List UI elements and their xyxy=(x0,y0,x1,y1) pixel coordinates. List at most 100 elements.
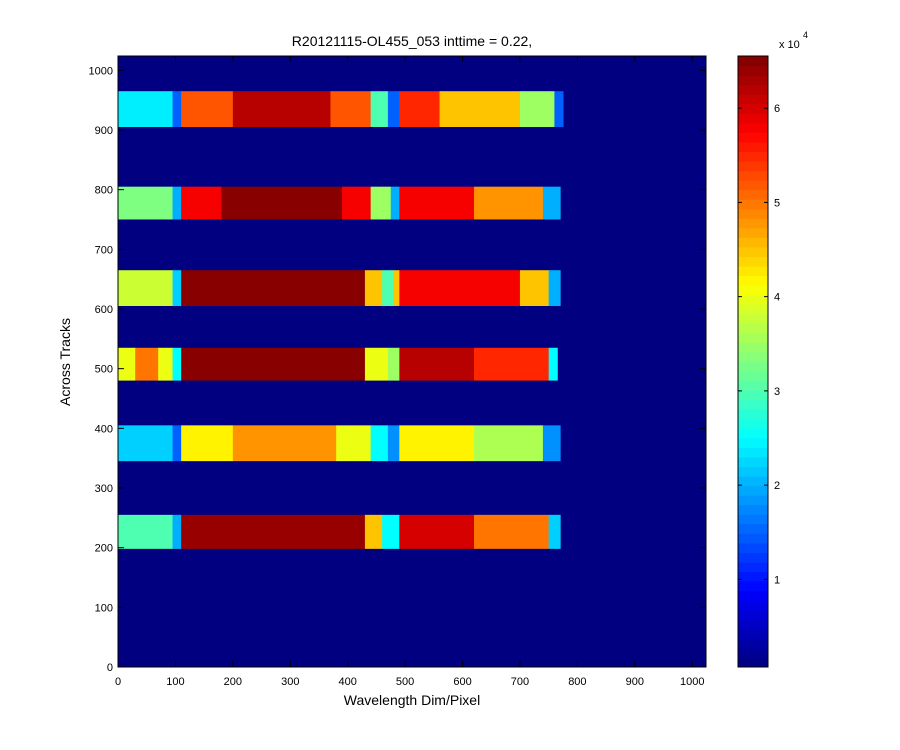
heatmap-cell xyxy=(542,425,561,462)
x-tick-label: 100 xyxy=(166,676,184,688)
heatmap-cell xyxy=(118,91,174,128)
colorbar-swatch xyxy=(738,65,768,76)
colorbar-swatch xyxy=(738,590,768,601)
x-tick-label: 0 xyxy=(115,676,121,688)
colorbar-swatch xyxy=(738,227,768,238)
heatmap-cell xyxy=(181,347,366,381)
heatmap-cell xyxy=(181,425,234,462)
y-tick-label: 0 xyxy=(107,662,113,674)
colorbar-swatch xyxy=(738,647,768,658)
colorbar-swatch xyxy=(738,600,768,611)
heatmap-cell xyxy=(474,186,544,220)
heatmap-cell xyxy=(370,91,389,128)
heatmap-cell xyxy=(364,514,383,549)
heatmap-cell xyxy=(554,91,564,128)
axes-frame xyxy=(117,55,707,668)
colorbar-swatch xyxy=(738,523,768,534)
heatmap-cell xyxy=(118,270,174,307)
colorbar-tick-label: 2 xyxy=(774,480,780,492)
x-tick-label: 400 xyxy=(339,676,357,688)
heatmap-cell xyxy=(382,270,395,307)
colorbar-swatch xyxy=(738,304,768,315)
heatmap-cell xyxy=(181,514,366,549)
colorbar-swatch xyxy=(738,533,768,544)
heatmap-cell xyxy=(172,514,182,549)
colorbar-swatch xyxy=(738,476,768,487)
colorbar-swatch xyxy=(738,485,768,496)
heatmap-cell xyxy=(548,270,561,307)
heatmap-cell xyxy=(336,425,372,462)
colorbar-swatch xyxy=(738,342,768,353)
heatmap-cell xyxy=(474,514,550,549)
y-tick-label: 300 xyxy=(95,483,113,495)
colorbar-swatch xyxy=(738,180,768,191)
colorbar-swatch xyxy=(738,609,768,620)
colorbar-swatch xyxy=(738,628,768,639)
heatmap-cell xyxy=(393,270,400,307)
colorbar-swatch xyxy=(738,75,768,86)
heatmap-cell xyxy=(387,347,400,381)
heatmap-cell xyxy=(542,186,561,220)
colorbar-swatch xyxy=(738,504,768,515)
colorbar-swatch xyxy=(738,466,768,477)
colorbar-swatch xyxy=(738,418,768,429)
x-tick-label: 800 xyxy=(568,676,586,688)
heatmap-cell xyxy=(364,270,383,307)
colorbar-swatch xyxy=(738,56,768,67)
x-tick-label: 700 xyxy=(511,676,529,688)
heatmap-cell xyxy=(548,347,558,381)
colorbar-swatch xyxy=(738,218,768,229)
y-tick-label: 800 xyxy=(95,185,113,197)
heatmap-cell xyxy=(172,186,182,220)
heatmap-cell xyxy=(172,347,182,381)
x-tick-label: 1000 xyxy=(680,676,704,688)
heatmap-cell xyxy=(135,347,159,381)
colorbar-swatch xyxy=(738,447,768,458)
colorbar-swatch xyxy=(738,571,768,582)
y-tick-label: 400 xyxy=(95,423,113,435)
heatmap-cell xyxy=(370,186,392,220)
y-tick-label: 600 xyxy=(95,304,113,316)
colorbar-swatch xyxy=(738,208,768,219)
colorbar-swatch xyxy=(738,390,768,401)
heatmap-cell xyxy=(439,91,521,128)
colorbar-swatch xyxy=(738,495,768,506)
heatmap-cell xyxy=(181,186,222,220)
heatmap-cell xyxy=(118,425,174,462)
heatmap-cell xyxy=(221,186,343,220)
heatmap-cell xyxy=(232,91,331,128)
colorbar-swatch xyxy=(738,437,768,448)
colorbar-swatch xyxy=(738,399,768,410)
colorbar-swatch xyxy=(738,657,768,668)
heatmap-cell xyxy=(172,270,182,307)
colorbar-swatch xyxy=(738,189,768,200)
heatmap-cell xyxy=(181,270,366,307)
heatmap-cell xyxy=(387,91,400,128)
colorbar-exponent: x 10 xyxy=(779,39,800,51)
colorbar-swatch xyxy=(738,552,768,563)
colorbar-swatch xyxy=(738,332,768,343)
heatmap-cell xyxy=(519,91,555,128)
chart-title: R20121115-OL455_053 inttime = 0.22, xyxy=(292,33,532,49)
colorbar-swatch xyxy=(738,113,768,124)
heatmap-cell xyxy=(118,347,136,381)
colorbar-swatch xyxy=(738,94,768,105)
colorbar-swatch xyxy=(738,161,768,172)
colorbar-swatch xyxy=(738,409,768,420)
heatmap-cell xyxy=(399,186,475,220)
colorbar-swatch xyxy=(738,323,768,334)
colorbar-swatch xyxy=(738,361,768,372)
colorbar-swatch xyxy=(738,619,768,630)
heatmap-cell xyxy=(390,186,400,220)
colorbar-tick-label: 6 xyxy=(774,103,780,115)
y-tick-label: 900 xyxy=(95,125,113,137)
x-tick-label: 900 xyxy=(626,676,644,688)
colorbar-swatch xyxy=(738,294,768,305)
colorbar-swatch xyxy=(738,351,768,362)
colorbar-tick-label: 5 xyxy=(774,197,780,209)
x-tick-label: 200 xyxy=(224,676,242,688)
colorbar-swatch xyxy=(738,141,768,152)
heatmap-cell xyxy=(399,347,475,381)
colorbar-swatch xyxy=(738,371,768,382)
